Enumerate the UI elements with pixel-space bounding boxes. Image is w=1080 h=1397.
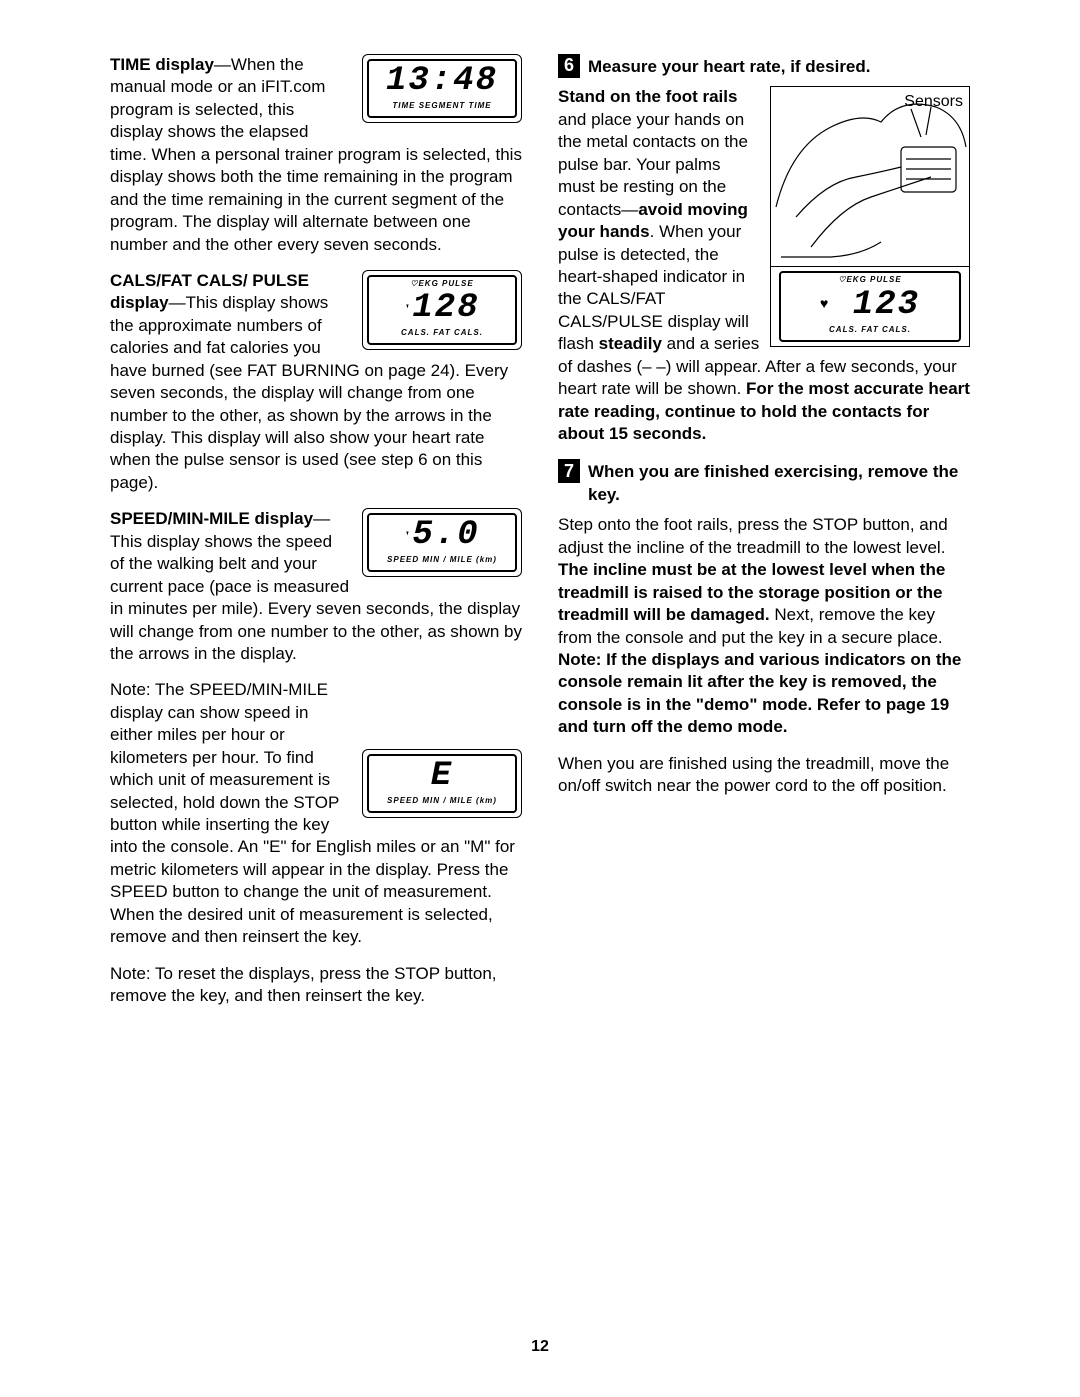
note1-section: E SPEED MIN / MILE (km) Note: The SPEED/… (110, 679, 522, 948)
speed-lcd: ▾5.0 SPEED MIN / MILE (km) (362, 508, 522, 577)
cals-lcd: ♡EKG PULSE ▾128 CALS. FAT CALS. (362, 270, 522, 350)
speed-lcd-value: 5.0 (412, 518, 479, 552)
sensor-label: Sensors (904, 91, 963, 112)
note2-section: Note: To reset the displays, press the S… (110, 963, 522, 1008)
time-lcd: 13:48 TIME SEGMENT TIME (362, 54, 522, 123)
time-lcd-label: TIME SEGMENT TIME (369, 99, 515, 112)
sensor-lcd: ♡EKG PULSE ♥ 123 CALS. FAT CALS. (771, 267, 969, 345)
heart-icon: ♥ (820, 298, 830, 312)
time-heading: TIME display (110, 55, 214, 74)
cals-lcd-label: CALS. FAT CALS. (369, 326, 515, 339)
hand-sensor-svg (771, 87, 969, 265)
step-6-body: Sensors (558, 86, 970, 445)
speed-section: ▾5.0 SPEED MIN / MILE (km) SPEED/MIN-MIL… (110, 508, 522, 665)
time-section: 13:48 TIME SEGMENT TIME TIME display—Whe… (110, 54, 522, 256)
sensor-drawing: Sensors (771, 87, 969, 267)
cals-section: ♡EKG PULSE ▾128 CALS. FAT CALS. CALS/FAT… (110, 270, 522, 494)
sensor-lcd-label: CALS. FAT CALS. (781, 323, 959, 336)
step-7-title: When you are finished exercising, remove… (588, 459, 970, 506)
step-6-title: Measure your heart rate, if desired. (588, 54, 970, 78)
step-7-p2: When you are finished using the treadmil… (558, 753, 970, 798)
page-number: 12 (0, 1336, 1080, 1357)
speed-heading: SPEED/MIN-MILE display (110, 509, 313, 528)
step-6-number: 6 (558, 54, 580, 78)
time-lcd-value: 13:48 (369, 63, 515, 99)
step-7-number: 7 (558, 459, 580, 483)
step-6-header: 6 Measure your heart rate, if desired. (558, 54, 970, 78)
step-7-body: Step onto the foot rails, press the STOP… (558, 514, 970, 797)
right-column: 6 Measure your heart rate, if desired. S… (558, 54, 970, 1022)
unit-lcd-label: SPEED MIN / MILE (km) (369, 794, 515, 807)
cals-lcd-value: 128 (412, 291, 479, 325)
unit-lcd: E SPEED MIN / MILE (km) (362, 749, 522, 818)
step-7-header: 7 When you are finished exercising, remo… (558, 459, 970, 506)
sensor-illustration: Sensors (770, 86, 970, 346)
step-7-p1: Step onto the foot rails, press the STOP… (558, 514, 970, 738)
left-column: 13:48 TIME SEGMENT TIME TIME display—Whe… (110, 54, 522, 1022)
unit-lcd-value: E (369, 758, 515, 794)
note2-text: Note: To reset the displays, press the S… (110, 963, 522, 1008)
speed-lcd-label: SPEED MIN / MILE (km) (369, 553, 515, 566)
sensor-lcd-value: 123 (853, 288, 920, 322)
